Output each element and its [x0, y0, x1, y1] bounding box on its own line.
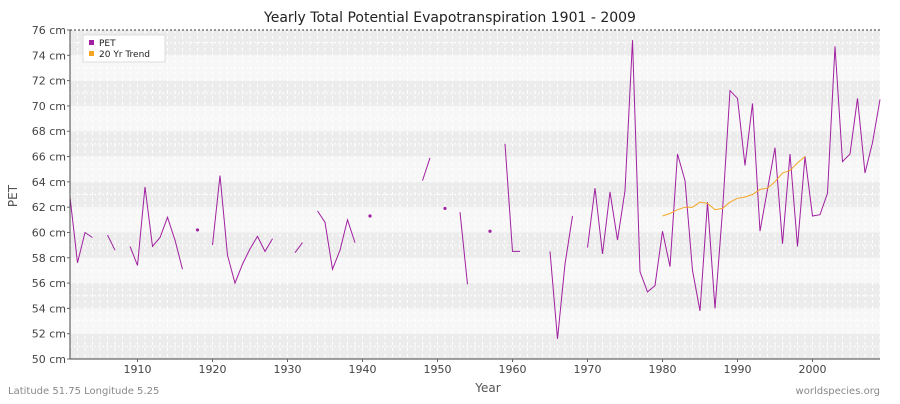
x-tick-label: 1930 — [274, 363, 302, 376]
data-point — [443, 206, 447, 211]
y-tick-label: 70 cm — [32, 100, 66, 113]
y-tick-label: 72 cm — [32, 75, 66, 88]
data-point — [368, 214, 372, 218]
x-tick-label: 1970 — [574, 363, 602, 376]
y-tick-label: 68 cm — [32, 125, 66, 138]
y-tick-label: 64 cm — [32, 176, 66, 189]
series-line — [107, 234, 116, 251]
data-point — [488, 229, 492, 233]
x-tick-label: 1990 — [724, 363, 752, 376]
legend-label-pet: PET — [99, 39, 116, 49]
legend-label-trend: 20 Yr Trend — [99, 50, 150, 60]
series-layer — [69, 40, 881, 339]
series-pet — [69, 40, 881, 339]
series-line — [317, 210, 356, 272]
y-tick-label: 50 cm — [32, 353, 66, 366]
y-tick-label: 52 cm — [32, 328, 66, 341]
axes: 50 cm 52 cm 54 cm 56 cm 58 cm 60 cm 62 cm 64 cm… — [32, 24, 880, 376]
legend: PET 20 Yr Trend — [82, 34, 166, 63]
x-tick-label: 1910 — [124, 363, 152, 376]
series-line — [422, 157, 431, 181]
series-line — [129, 186, 183, 270]
y-tick-label: 62 cm — [32, 201, 66, 214]
series-line — [212, 175, 273, 285]
y-tick-label: 56 cm — [32, 277, 66, 290]
x-tick-label: 1950 — [424, 363, 452, 376]
chart-title: Yearly Total Potential Evapotranspiratio… — [263, 10, 636, 26]
series-line — [587, 40, 881, 311]
series-line — [294, 242, 303, 253]
x-tick-label: 1960 — [499, 363, 527, 376]
x-tick-label: 1920 — [199, 363, 227, 376]
series-line — [504, 143, 520, 252]
data-point — [195, 228, 200, 232]
legend-swatch-pet — [89, 40, 94, 45]
legend-box — [82, 34, 166, 63]
y-tick-label: 58 cm — [32, 252, 66, 265]
series-trend — [662, 156, 806, 217]
y-tick-label: 76 cm — [32, 24, 66, 37]
legend-swatch-trend — [89, 51, 94, 56]
footer-location: Latitude 51.75 Longitude 5.25 — [8, 386, 159, 397]
x-tick-label: 1940 — [349, 363, 377, 376]
series-line — [662, 156, 806, 217]
series-line — [549, 215, 573, 339]
series-line — [459, 212, 468, 285]
x-axis-label: Year — [474, 381, 500, 395]
y-tick-label: 66 cm — [32, 151, 66, 164]
footer-source: worldspecies.org — [796, 386, 880, 397]
y-tick-label: 74 cm — [32, 49, 66, 62]
x-tick-label: 2000 — [799, 363, 827, 376]
y-tick-label: 60 cm — [32, 226, 66, 239]
series-line — [69, 196, 93, 263]
y-tick-label: 54 cm — [32, 302, 66, 315]
y-axis-label: PET — [6, 184, 20, 207]
x-tick-label: 1980 — [649, 363, 677, 376]
